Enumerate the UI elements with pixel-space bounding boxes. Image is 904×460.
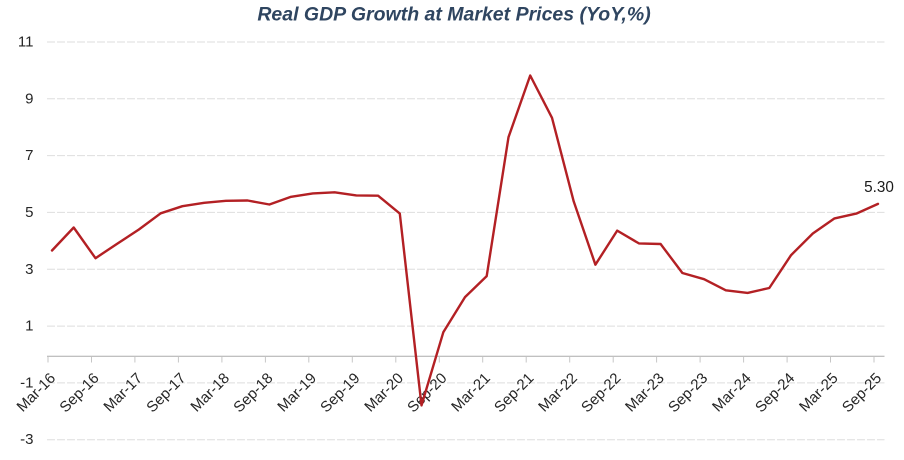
svg-text:7: 7 [25, 147, 33, 164]
svg-text:-1: -1 [20, 374, 33, 391]
svg-text:-3: -3 [20, 431, 33, 448]
svg-text:11: 11 [18, 34, 34, 51]
svg-text:Real GDP Growth at Market Pric: Real GDP Growth at Market Prices (YoY,%) [257, 4, 650, 26]
svg-text:5.30: 5.30 [864, 179, 894, 196]
svg-text:1: 1 [25, 318, 33, 335]
svg-text:5: 5 [25, 204, 33, 221]
svg-text:3: 3 [25, 261, 33, 278]
svg-text:9: 9 [25, 90, 33, 107]
